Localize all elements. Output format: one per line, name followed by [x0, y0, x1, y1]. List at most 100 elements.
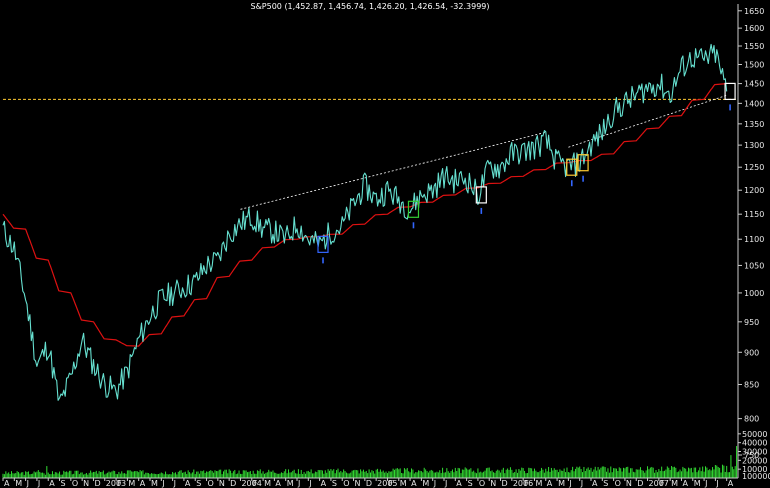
y-tick-label: 800 — [744, 415, 759, 424]
x-tick-label: O — [479, 479, 485, 488]
volume-axis: 10000001000020000300004000050000 — [738, 430, 770, 481]
x-tick-label: D — [94, 479, 100, 488]
x-tick-label: S — [196, 479, 201, 488]
x-tick-label: M — [264, 479, 271, 488]
signal-box-5 — [577, 154, 589, 172]
x-tick-label: N — [355, 479, 361, 488]
x-tick-label: N — [219, 479, 225, 488]
series-line-moving-average — [2, 83, 727, 347]
x-tick-label: N — [626, 479, 632, 488]
x-tick-label: A — [185, 479, 191, 488]
volume-tick-label: 20000 — [742, 456, 767, 465]
y-tick-label: 1300 — [744, 141, 764, 150]
x-tick-label: A — [592, 479, 598, 488]
signal-box-2 — [407, 200, 420, 218]
x-tick-label: D — [637, 479, 643, 488]
x-tick-label: 2004 — [241, 479, 261, 488]
signal-box-6 — [724, 82, 736, 101]
x-tick-label: J — [715, 479, 718, 488]
x-tick-label: 2006 — [513, 479, 533, 488]
x-tick-label: M — [287, 479, 294, 488]
signal-box-1 — [317, 235, 329, 253]
x-tick-label: M — [128, 479, 135, 488]
x-tick-label: J — [37, 479, 40, 488]
x-tick-label: O — [72, 479, 78, 488]
x-tick-label: N — [490, 479, 496, 488]
x-tick-label: F — [524, 479, 529, 488]
x-tick-label: D — [366, 479, 372, 488]
x-tick-label: M — [694, 479, 701, 488]
x-tick-label: J — [433, 479, 436, 488]
x-tick-label: D — [502, 479, 508, 488]
volume-tick-label: 50000 — [742, 430, 767, 439]
x-tick-label: M — [15, 479, 22, 488]
y-tick-label: 1400 — [744, 99, 764, 108]
x-tick-label: J — [26, 479, 29, 488]
x-tick-label: J — [161, 479, 164, 488]
x-tick-label: O — [208, 479, 214, 488]
x-tick-label: J — [580, 479, 583, 488]
signal-box-3 — [475, 186, 487, 204]
volume-tick-label: 30000 — [742, 448, 767, 457]
y-tick-label: 1650 — [744, 7, 764, 16]
chart-title: S&P500 (1,452.87, 1,456.74, 1,426.20, 1,… — [250, 2, 489, 11]
x-tick-label: M — [671, 479, 678, 488]
volume-layer — [2, 446, 738, 478]
moving-average-layer — [2, 83, 727, 347]
x-tick-label: 2007 — [649, 479, 669, 488]
x-tick-label: S — [332, 479, 337, 488]
x-tick-label: J — [173, 479, 176, 488]
x-tick-label: J — [308, 479, 311, 488]
trendline-layer — [240, 94, 727, 210]
y-tick-label: 1600 — [744, 24, 764, 33]
x-tick-label: M — [535, 479, 542, 488]
y-tick-label: 1000 — [744, 289, 764, 298]
trendline-1 — [240, 131, 546, 210]
volume-tick-label: 40000 — [742, 439, 767, 448]
y-tick-label: 1550 — [744, 42, 764, 51]
x-tick-label: A — [456, 479, 462, 488]
y-tick-label: 1050 — [744, 261, 764, 270]
x-tick-label: A — [547, 479, 553, 488]
y-tick-label: 1100 — [744, 235, 764, 244]
signal-box-layer — [317, 82, 736, 264]
x-tick-label: A — [140, 479, 146, 488]
x-tick-label: M — [558, 479, 565, 488]
x-tick-label: A — [728, 479, 734, 488]
x-tick-label: M — [400, 479, 407, 488]
x-tick-label: S — [603, 479, 608, 488]
x-tick-label: A — [411, 479, 417, 488]
price-layer — [2, 43, 728, 401]
y-tick-label: 1450 — [744, 80, 764, 89]
x-tick-label: O — [343, 479, 349, 488]
y-axis: 750 800 850 900 950 1000 1050 1100 1150 1200 1250 1… — [738, 7, 764, 460]
x-tick-label: F — [660, 479, 665, 488]
x-tick-label: J — [568, 479, 571, 488]
x-tick-label: N — [83, 479, 89, 488]
x-tick-label: A — [321, 479, 327, 488]
y-tick-label: 900 — [744, 348, 759, 357]
x-tick-label: A — [682, 479, 688, 488]
signal-box-4 — [566, 158, 578, 176]
x-tick-label: F — [117, 479, 122, 488]
x-tick-label: F — [253, 479, 258, 488]
x-tick-label: D — [230, 479, 236, 488]
x-tick-label: 2005 — [377, 479, 397, 488]
y-tick-label: 1350 — [744, 120, 764, 129]
y-tick-label: 950 — [744, 318, 759, 327]
x-tick-label: 2003 — [106, 479, 126, 488]
y-tick-label: 1150 — [744, 210, 764, 219]
y-tick-label: 1500 — [744, 60, 764, 69]
x-tick-label: A — [4, 479, 10, 488]
series-line-sp500 — [2, 43, 728, 401]
x-tick-label: F — [388, 479, 393, 488]
x-tick-label: J — [444, 479, 447, 488]
x-tick-label: O — [615, 479, 621, 488]
x-tick-label: J — [704, 479, 707, 488]
y-tick-label: 750 — [744, 451, 759, 460]
y-tick-label: 1250 — [744, 163, 764, 172]
x-tick-label: S — [61, 479, 66, 488]
x-tick-label: A — [275, 479, 281, 488]
